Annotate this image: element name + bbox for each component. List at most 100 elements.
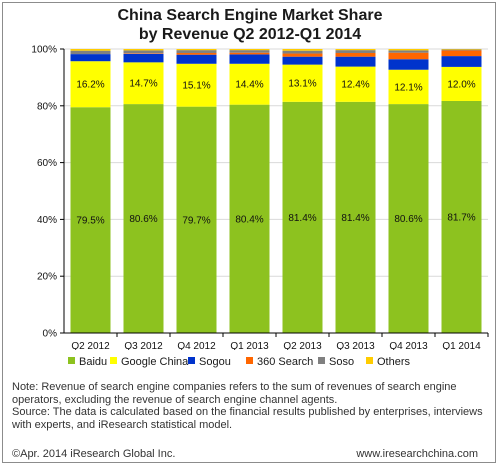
legend-item: Soso: [318, 355, 354, 369]
bar-baidu: [229, 104, 270, 333]
y-tick-label: 100%: [31, 45, 57, 56]
bar-soso: [335, 50, 376, 53]
data-label: 81.4%: [288, 213, 316, 224]
bar-sogou: [388, 59, 429, 70]
x-tick-label: Q4 2012: [177, 341, 216, 350]
bar-baidu: [335, 101, 376, 333]
bar-360-search: [229, 52, 270, 55]
x-tick-label: Q3 2013: [336, 341, 375, 350]
chart-frame: [2, 2, 496, 463]
data-label: 13.1%: [288, 79, 316, 90]
legend-swatch: [188, 357, 195, 364]
x-tick-label: Q3 2012: [124, 341, 163, 350]
bar-360-search: [123, 53, 164, 54]
bar-360-search: [335, 52, 376, 57]
note-text: Note: Revenue of search engine companies…: [12, 381, 457, 406]
legend-label: Others: [377, 356, 411, 368]
website-text: www.iresearchchina.com: [356, 448, 478, 460]
chart-legend: Baidu Google China Sogou 360 Search Soso Othe…: [68, 355, 498, 371]
legend-label: Sogou: [199, 356, 231, 368]
bar-360-search: [176, 52, 217, 55]
bar-others: [70, 49, 111, 51]
copyright-text: ©Apr. 2014 iResearch Global Inc.: [12, 448, 176, 460]
y-tick-label: 60%: [37, 158, 57, 169]
bar-google-china: [123, 62, 164, 105]
bar-sogou: [335, 56, 376, 67]
x-tick-label: Q4 2013: [389, 341, 428, 350]
bar-google-china: [229, 63, 270, 105]
legend-item: Others: [366, 355, 410, 369]
bar-baidu: [282, 101, 323, 333]
x-tick-label: Q1 2014: [442, 341, 481, 350]
y-tick-label: 80%: [37, 101, 57, 112]
bar-others: [229, 49, 270, 51]
bar-others: [282, 49, 323, 51]
bar-sogou: [70, 54, 111, 62]
legend-label: Google China: [121, 356, 189, 368]
source-text: Source: The data is calculated based on …: [12, 406, 483, 431]
bar-soso: [441, 49, 482, 51]
bar-others: [388, 49, 429, 51]
bar-baidu: [388, 104, 429, 333]
bar-sogou: [123, 53, 164, 63]
legend-swatch: [68, 357, 75, 364]
bar-baidu: [70, 107, 111, 333]
chart-notes: Note: Revenue of search engine companies…: [12, 381, 490, 431]
x-tick-label: Q2 2012: [71, 341, 110, 350]
data-label: 12.4%: [341, 80, 369, 91]
data-label: 80.6%: [394, 214, 422, 225]
legend-item: Sogou: [188, 355, 231, 369]
bar-baidu: [441, 100, 482, 333]
bar-others: [335, 49, 376, 51]
data-label: 81.7%: [447, 212, 475, 223]
bar-baidu: [176, 106, 217, 333]
bar-google-china: [70, 61, 111, 108]
bar-soso: [388, 50, 429, 53]
data-label: 80.4%: [235, 214, 263, 225]
data-label: 15.1%: [182, 81, 210, 92]
bar-soso: [123, 50, 164, 54]
data-label: 81.4%: [341, 213, 369, 224]
bar-360-search: [388, 52, 429, 60]
chart-title-line-2: by Revenue Q2 2012-Q1 2014: [138, 26, 362, 43]
x-tick-label: Q1 2013: [230, 341, 269, 350]
data-label: 16.2%: [76, 80, 104, 91]
bar-soso: [282, 50, 323, 54]
legend-swatch: [366, 357, 373, 364]
bar-google-china: [176, 63, 217, 107]
chart-title: China Search Engine Market Share by Reve…: [0, 6, 500, 44]
bar-others: [123, 49, 164, 51]
stacked-bar-chart: 79.5% 16.2% 80.6% 14.7% 79.7% 15.1% 80.4% 14.4%…: [31, 45, 489, 350]
y-tick-label: 20%: [37, 272, 57, 283]
legend-label: Baidu: [79, 356, 108, 368]
bar-360-search: [282, 53, 323, 57]
data-label: 12.0%: [447, 79, 475, 90]
bar-sogou: [282, 56, 323, 65]
bar-baidu: [123, 104, 164, 333]
data-label: 14.4%: [235, 80, 263, 91]
legend-item: Google China: [110, 355, 188, 369]
bar-others: [441, 49, 482, 50]
x-tick-label: Q2 2013: [283, 341, 322, 350]
bar-google-china: [335, 66, 376, 102]
data-label: 79.5%: [76, 216, 104, 227]
data-label: 12.1%: [394, 82, 422, 93]
legend-swatch: [246, 357, 253, 364]
bar-sogou: [176, 54, 217, 64]
chart-title-line-1: China Search Engine Market Share: [117, 7, 383, 24]
data-label: 80.6%: [129, 214, 157, 225]
bar-google-china: [388, 69, 429, 105]
legend-item: 360 Search: [246, 355, 313, 369]
y-tick-label: 40%: [37, 215, 57, 226]
bar-others: [176, 49, 217, 51]
legend-swatch: [318, 357, 325, 364]
bar-sogou: [441, 56, 482, 67]
bar-google-china: [282, 64, 323, 102]
data-label: 14.7%: [129, 79, 157, 90]
y-tick-label: 0%: [43, 329, 58, 340]
bar-soso: [70, 50, 111, 55]
legend-swatch: [110, 357, 117, 364]
data-label: 79.7%: [182, 215, 210, 226]
bar-soso: [229, 50, 270, 53]
legend-label: 360 Search: [257, 356, 314, 368]
